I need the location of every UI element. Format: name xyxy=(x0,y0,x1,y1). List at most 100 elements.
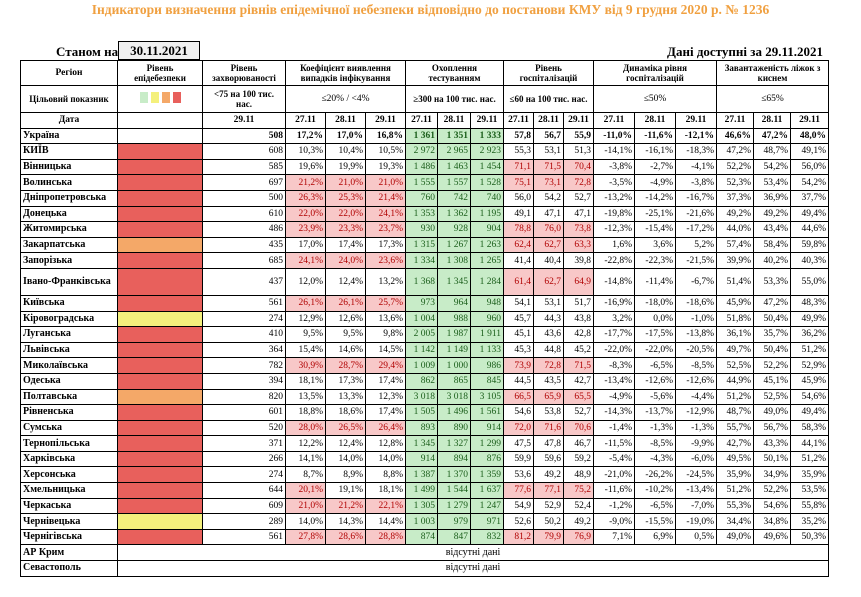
no-data-note: відсутні дані xyxy=(116,544,830,562)
date-col: 28.11 xyxy=(533,112,564,129)
testing-cell: 3 105 xyxy=(470,388,504,406)
hosp-cell: 54,6 xyxy=(503,404,534,421)
date-col: 29.11 xyxy=(790,112,830,129)
oxygen-cell: 44,0% xyxy=(716,221,755,238)
oxygen-cell: 46,6% xyxy=(716,127,755,145)
date-col: 27.11 xyxy=(593,112,636,129)
testing-cell: 2 005 xyxy=(405,326,438,343)
hosp-cell: 48,9 xyxy=(562,466,595,484)
oxygen-cell: 35,7% xyxy=(753,326,792,343)
level-cell xyxy=(117,267,203,296)
hosp-dyn-cell: -8,5% xyxy=(675,357,718,374)
hosp-dyn-cell: -11,5% xyxy=(593,435,636,452)
incidence-target: <75 на 100 тис. нас. xyxy=(202,85,286,113)
positivity-cell: 20,1% xyxy=(285,482,326,499)
positivity-cell: 8,8% xyxy=(365,466,406,484)
hosp-cell: 56,7 xyxy=(533,127,564,145)
hosp-cell: 73,1 xyxy=(533,174,564,191)
date-col: 28.11 xyxy=(753,112,792,129)
testing-cell: 1 359 xyxy=(470,466,504,484)
hosp-dyn-target: ≤50% xyxy=(593,85,718,113)
positivity-cell: 17,0% xyxy=(325,127,366,145)
hosp-dyn-cell: -20,5% xyxy=(675,341,718,359)
hosp-dyn-cell: -11,0% xyxy=(593,127,636,145)
region-name: Херсонська xyxy=(20,466,118,484)
date-col: 29.11 xyxy=(365,112,406,129)
oxygen-cell: 49,7% xyxy=(716,341,755,359)
table-row: Київська 561 26,1% 26,1% 25,7% 973 964 948 54,1 5… xyxy=(20,294,830,312)
hosp-cell: 65,5 xyxy=(562,388,595,406)
testing-cell: 1 345 xyxy=(405,435,438,452)
hosp-dyn-cell: -17,5% xyxy=(634,326,677,343)
hosp-dyn-cell: -1,0% xyxy=(675,310,718,328)
positivity-cell: 16,8% xyxy=(365,127,406,145)
incidence-cell: 561 xyxy=(202,294,286,312)
testing-cell: 832 xyxy=(470,528,504,546)
positivity-cell: 10,4% xyxy=(325,143,366,160)
hosp-cell: 56,0 xyxy=(503,189,534,207)
header-date: Дата xyxy=(20,112,118,129)
positivity-cell: 17,3% xyxy=(325,372,366,390)
hosp-cell: 79,9 xyxy=(533,528,564,546)
positivity-cell: 22,0% xyxy=(325,205,366,223)
region-name: Миколаївська xyxy=(20,357,118,374)
oxygen-cell: 36,2% xyxy=(790,326,830,343)
testing-cell: 1 333 xyxy=(470,127,504,145)
testing-cell: 1 370 xyxy=(437,466,471,484)
hosp-cell: 62,4 xyxy=(503,236,534,254)
testing-cell: 1 149 xyxy=(437,341,471,359)
hosp-cell: 49,1 xyxy=(503,205,534,223)
incidence-cell: 820 xyxy=(202,388,286,406)
testing-cell: 893 xyxy=(405,419,438,437)
hosp-cell: 43,6 xyxy=(533,326,564,343)
hosp-dyn-cell: -16,7% xyxy=(675,189,718,207)
hosp-dyn-cell: -4,9% xyxy=(634,174,677,191)
positivity-cell: 21,2% xyxy=(285,174,326,191)
positivity-cell: 17,4% xyxy=(365,404,406,421)
table-row: Запорізька 685 24,1% 24,0% 23,6% 1 334 1 308 1 … xyxy=(20,252,830,269)
table-row: Вінницька 585 19,6% 19,9% 19,3% 1 486 1 463 1 4… xyxy=(20,158,830,176)
hosp-cell: 45,7 xyxy=(503,310,534,328)
hosp-cell: 50,2 xyxy=(533,513,564,530)
hosp-dyn-cell: 0,5% xyxy=(675,528,718,546)
hosp-cell: 45,3 xyxy=(503,341,534,359)
oxygen-cell: 50,3% xyxy=(790,528,830,546)
oxygen-cell: 49,1% xyxy=(790,143,830,160)
hosp-cell: 70,6 xyxy=(562,419,595,437)
incidence-cell: 500 xyxy=(202,189,286,207)
testing-cell: 1 279 xyxy=(437,497,471,515)
hosp-dyn-cell: -2,7% xyxy=(634,158,677,176)
oxygen-cell: 34,8% xyxy=(753,513,792,530)
hosp-dyn-cell: -1,3% xyxy=(634,419,677,437)
hosp-cell: 44,5 xyxy=(503,372,534,390)
positivity-cell: 12,2% xyxy=(285,435,326,452)
region-name: Севастополь xyxy=(20,560,118,577)
positivity-cell: 29,4% xyxy=(365,357,406,374)
incidence-cell: 585 xyxy=(202,158,286,176)
hosp-cell: 62,7 xyxy=(533,236,564,254)
testing-cell: 1 308 xyxy=(437,252,471,269)
testing-cell: 1 454 xyxy=(470,158,504,176)
table-row: Хмельницька 644 20,1% 19,1% 18,1% 1 499 1 544 1… xyxy=(20,482,830,499)
table-row-missing: АР Крим відсутні дані xyxy=(20,544,830,562)
region-name: Волинська xyxy=(20,174,118,191)
hosp-cell: 51,7 xyxy=(562,294,595,312)
oxygen-cell: 40,3% xyxy=(790,252,830,269)
region-name: Рівненська xyxy=(20,404,118,421)
table-row: Дніпропетровська 500 26,3% 25,3% 21,4% 760 742… xyxy=(20,189,830,207)
hosp-dyn-cell: -9,9% xyxy=(675,435,718,452)
hosp-dyn-cell: -22,3% xyxy=(634,252,677,269)
table-row: Полтавська 820 13,5% 13,3% 12,3% 3 018 3 018 3 … xyxy=(20,388,830,406)
oxygen-cell: 45,1% xyxy=(753,372,792,390)
table-row: Донецька 610 22,0% 22,0% 24,1% 1 353 1 362 1 19… xyxy=(20,205,830,223)
hosp-cell: 59,2 xyxy=(562,450,595,468)
level-cell xyxy=(117,466,203,484)
positivity-cell: 17,4% xyxy=(365,372,406,390)
testing-cell: 862 xyxy=(405,372,438,390)
incidence-cell: 782 xyxy=(202,357,286,374)
hosp-cell: 51,3 xyxy=(562,143,595,160)
date-col: 29.11 xyxy=(675,112,718,129)
hosp-dyn-cell: -1,2% xyxy=(593,497,636,515)
testing-cell: 1 637 xyxy=(470,482,504,499)
incidence-cell: 371 xyxy=(202,435,286,452)
